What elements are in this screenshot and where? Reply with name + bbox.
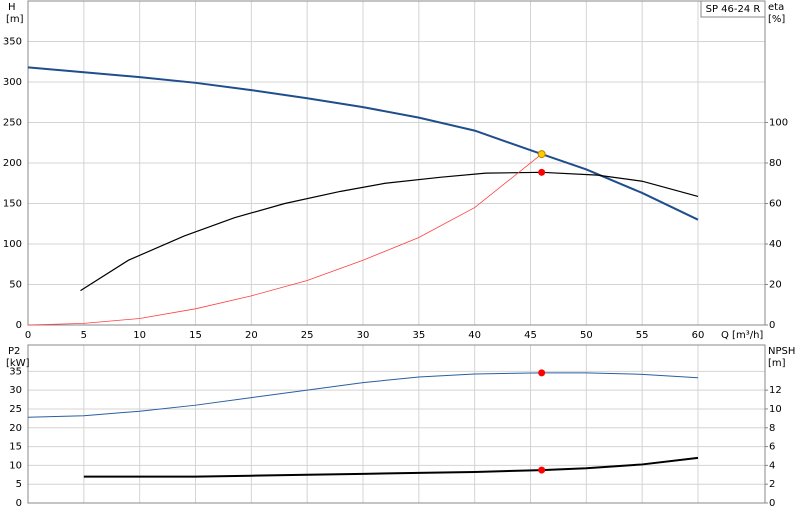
curve (83, 456, 699, 478)
y-tick-label: 25 (9, 404, 22, 415)
x-axis-label: Q [m³/h] (721, 330, 763, 341)
x-tick-label: 50 (580, 330, 593, 341)
y2-tick-label: 10 (769, 404, 782, 415)
y-tick-label: 250 (3, 118, 22, 129)
y-tick-label: 150 (3, 199, 22, 210)
y2-axis-unit: [m] (768, 358, 786, 369)
y2-tick-label: 2 (769, 479, 775, 490)
y2-tick-label: 80 (769, 158, 782, 169)
y2-tick-label: 6 (769, 442, 775, 453)
y2-tick-label: 100 (769, 118, 788, 129)
x-tick-label: 0 (25, 330, 31, 341)
y2-tick-label: 8 (769, 423, 775, 434)
x-tick-label: 60 (692, 330, 705, 341)
x-tick-label: 5 (81, 330, 87, 341)
curve (80, 171, 699, 292)
plot-frame (27, 344, 766, 504)
y-tick-label: 35 (9, 366, 22, 377)
y-axis-unit: [m] (6, 14, 24, 25)
curve (27, 66, 699, 221)
y-tick-label: 350 (3, 37, 22, 48)
title-box (700, 0, 766, 18)
y2-tick-label: 4 (769, 460, 775, 471)
x-tick-label: 45 (524, 330, 537, 341)
y-tick-label: 20 (9, 423, 22, 434)
y2-tick-label: 0 (769, 498, 775, 509)
y-axis-unit: [kW] (6, 358, 30, 369)
x-tick-label: 30 (357, 330, 370, 341)
y-tick-label: 300 (3, 77, 22, 88)
y2-axis-unit: [%] (768, 14, 785, 25)
y-tick-label: 200 (3, 158, 22, 169)
y-tick-label: 30 (9, 385, 22, 396)
x-tick-label: 20 (245, 330, 258, 341)
y-tick-label: 5 (16, 479, 22, 490)
y2-axis-label: NPSH (768, 346, 795, 357)
operating-point (538, 168, 546, 176)
x-tick-label: 55 (636, 330, 649, 341)
y2-tick-label: 20 (769, 280, 782, 291)
y-tick-label: 10 (9, 460, 22, 471)
curve (27, 153, 542, 326)
y-tick-label: 100 (3, 239, 22, 250)
y2-tick-label: 40 (769, 239, 782, 250)
plot-frame (27, 0, 766, 326)
operating-point (538, 466, 546, 474)
operating-point (537, 150, 546, 159)
x-tick-label: 25 (301, 330, 314, 341)
y2-axis-label: eta (768, 2, 784, 13)
y2-tick-label: 0 (769, 320, 775, 331)
y2-tick-label: 60 (769, 199, 782, 210)
curve (27, 372, 699, 418)
y-tick-label: 0 (16, 498, 22, 509)
operating-point (538, 369, 546, 377)
y-tick-label: 15 (9, 442, 22, 453)
y-axis-label: P2 (8, 346, 20, 357)
x-tick-label: 35 (412, 330, 425, 341)
y-tick-label: 0 (16, 320, 22, 331)
y-axis-label: H (8, 2, 16, 13)
y-tick-label: 50 (9, 280, 22, 291)
x-tick-label: 40 (468, 330, 481, 341)
x-tick-label: 10 (133, 330, 146, 341)
chart-title: SP 46-24 R (706, 4, 761, 15)
y2-tick-label: 12 (769, 385, 782, 396)
x-tick-label: 15 (189, 330, 202, 341)
